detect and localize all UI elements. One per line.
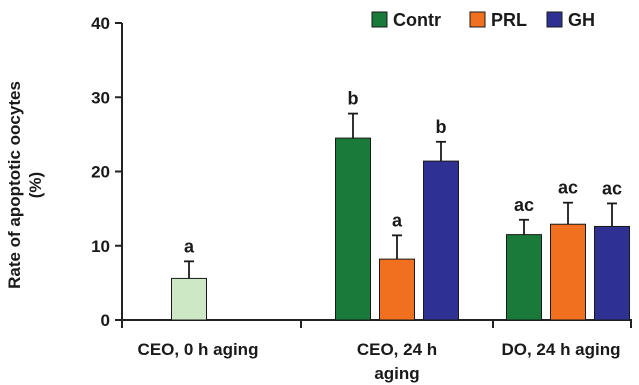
category-label: aging	[374, 364, 419, 383]
y-tick-label: 0	[101, 311, 110, 330]
legend-swatch-prl	[469, 11, 486, 28]
bar-contr	[335, 137, 371, 321]
y-tick-label: 30	[91, 88, 110, 107]
category-labels: CEO, 0 h aging CEO, 24 h aging DO, 24 h agi…	[138, 340, 621, 383]
bar-contr	[171, 277, 207, 321]
chart-legend: Contr PRL GH	[371, 10, 595, 30]
y-tick-label: 10	[91, 237, 110, 256]
bar-contr	[506, 234, 542, 321]
legend-label: Contr	[393, 10, 441, 30]
y-tick-label: 20	[91, 163, 110, 182]
legend-label: PRL	[491, 10, 527, 30]
significance-label: b	[436, 117, 447, 137]
category-label: CEO, 0 h aging	[138, 340, 259, 359]
legend-label: GH	[568, 10, 595, 30]
bar-gh	[423, 160, 459, 321]
legend-swatch-contr	[371, 11, 388, 28]
significance-label: ac	[514, 195, 534, 215]
legend-swatch-gh	[546, 11, 563, 28]
significance-label: ac	[558, 178, 578, 198]
bar-prl	[379, 258, 415, 321]
significance-label: b	[348, 89, 359, 109]
bar-prl	[550, 223, 586, 321]
y-tick-label: 40	[91, 14, 110, 33]
y-axis-label-line: (%)	[26, 172, 45, 198]
category-label: DO, 24 h aging	[501, 340, 620, 359]
y-axis-label: Rate of apoptotic oocytes (%)	[5, 81, 45, 289]
bar-gh	[594, 225, 630, 321]
significance-label: a	[392, 210, 403, 230]
category-label: CEO, 24 h	[357, 340, 437, 359]
bar-groups: a b a b ac ac ac	[171, 89, 630, 321]
y-axis-label-line: Rate of apoptotic oocytes	[5, 81, 24, 289]
significance-label: a	[184, 236, 195, 256]
significance-label: ac	[602, 178, 622, 198]
